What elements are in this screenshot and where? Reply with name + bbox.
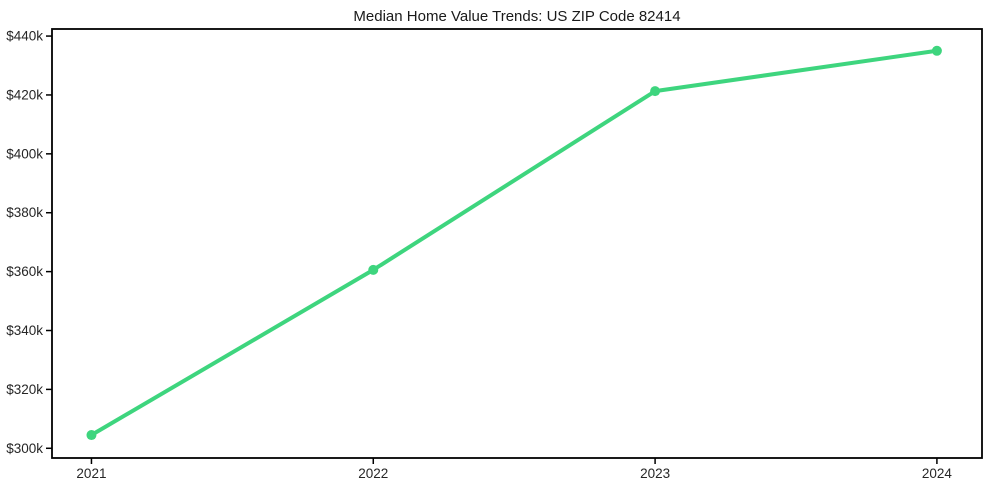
y-tick-label: $440k	[6, 29, 43, 44]
data-point	[931, 45, 942, 56]
y-tick-label: $320k	[6, 382, 43, 397]
plot-border	[51, 28, 983, 459]
trend-line	[89, 48, 939, 438]
chart-title: Median Home Value Trends: US ZIP Code 82…	[353, 8, 680, 25]
data-point	[650, 86, 661, 97]
x-tick-label: 2021	[76, 466, 106, 481]
y-tick-label: $300k	[6, 441, 43, 456]
plot-area: $300k $320k $340k $360k $380k $400k $420k $440k…	[6, 28, 983, 481]
y-tick-label: $360k	[6, 264, 43, 279]
y-tick-label: $420k	[6, 87, 43, 102]
y-tick-label: $340k	[6, 323, 43, 338]
x-tick-label: 2024	[922, 466, 953, 481]
x-tick-label: 2022	[358, 466, 388, 481]
data-point	[368, 264, 379, 275]
x-tick-label: 2023	[640, 466, 670, 481]
data-point	[86, 430, 97, 441]
y-tick-label: $400k	[6, 146, 43, 161]
y-tick-label: $380k	[6, 205, 43, 220]
